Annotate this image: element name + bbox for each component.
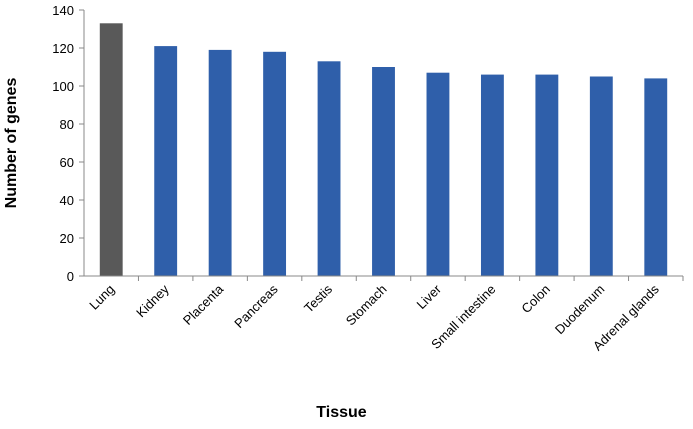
- bar-placenta: [208, 49, 232, 277]
- x-category-label: Liver: [414, 281, 445, 312]
- x-category-label: Pancreas: [231, 281, 281, 331]
- x-category-label: Lung: [86, 282, 117, 313]
- x-category-label: Stomach: [343, 282, 390, 329]
- y-axis-title: Number of genes: [3, 78, 20, 209]
- bars-group: [99, 23, 668, 277]
- y-axis-ticks: 0 20 40 60 80 100 120 140: [52, 3, 84, 284]
- x-axis-title: Tissue: [316, 404, 367, 421]
- x-category-label: Testis: [301, 281, 335, 315]
- bar-pancreas: [263, 51, 287, 276]
- bar-duodenum: [589, 76, 613, 276]
- x-category-label: Kidney: [133, 281, 172, 320]
- x-category-label: Colon: [518, 282, 553, 317]
- y-tick-label: 20: [60, 231, 74, 246]
- x-category-label: Duodenum: [552, 282, 608, 338]
- y-tick-label: 100: [52, 79, 74, 94]
- bar-liver: [426, 72, 450, 276]
- bar-lung: [99, 23, 123, 276]
- y-tick-label: 140: [52, 3, 74, 18]
- bar-small-intestine: [480, 74, 504, 276]
- bar-testis: [317, 61, 341, 276]
- bar-colon: [535, 74, 559, 276]
- y-tick-label: 40: [60, 193, 74, 208]
- bar-adrenal-glands: [644, 78, 668, 277]
- y-tick-label: 60: [60, 155, 74, 170]
- y-tick-label: 120: [52, 41, 74, 56]
- y-tick-label: 80: [60, 117, 74, 132]
- x-category-label: Placenta: [180, 281, 227, 328]
- y-tick-label: 0: [67, 269, 74, 284]
- bar-kidney: [154, 46, 178, 276]
- x-axis-category-labels: Lung Kidney Placenta Pancreas Testis Stomach L…: [86, 276, 684, 353]
- bar-stomach: [372, 67, 395, 276]
